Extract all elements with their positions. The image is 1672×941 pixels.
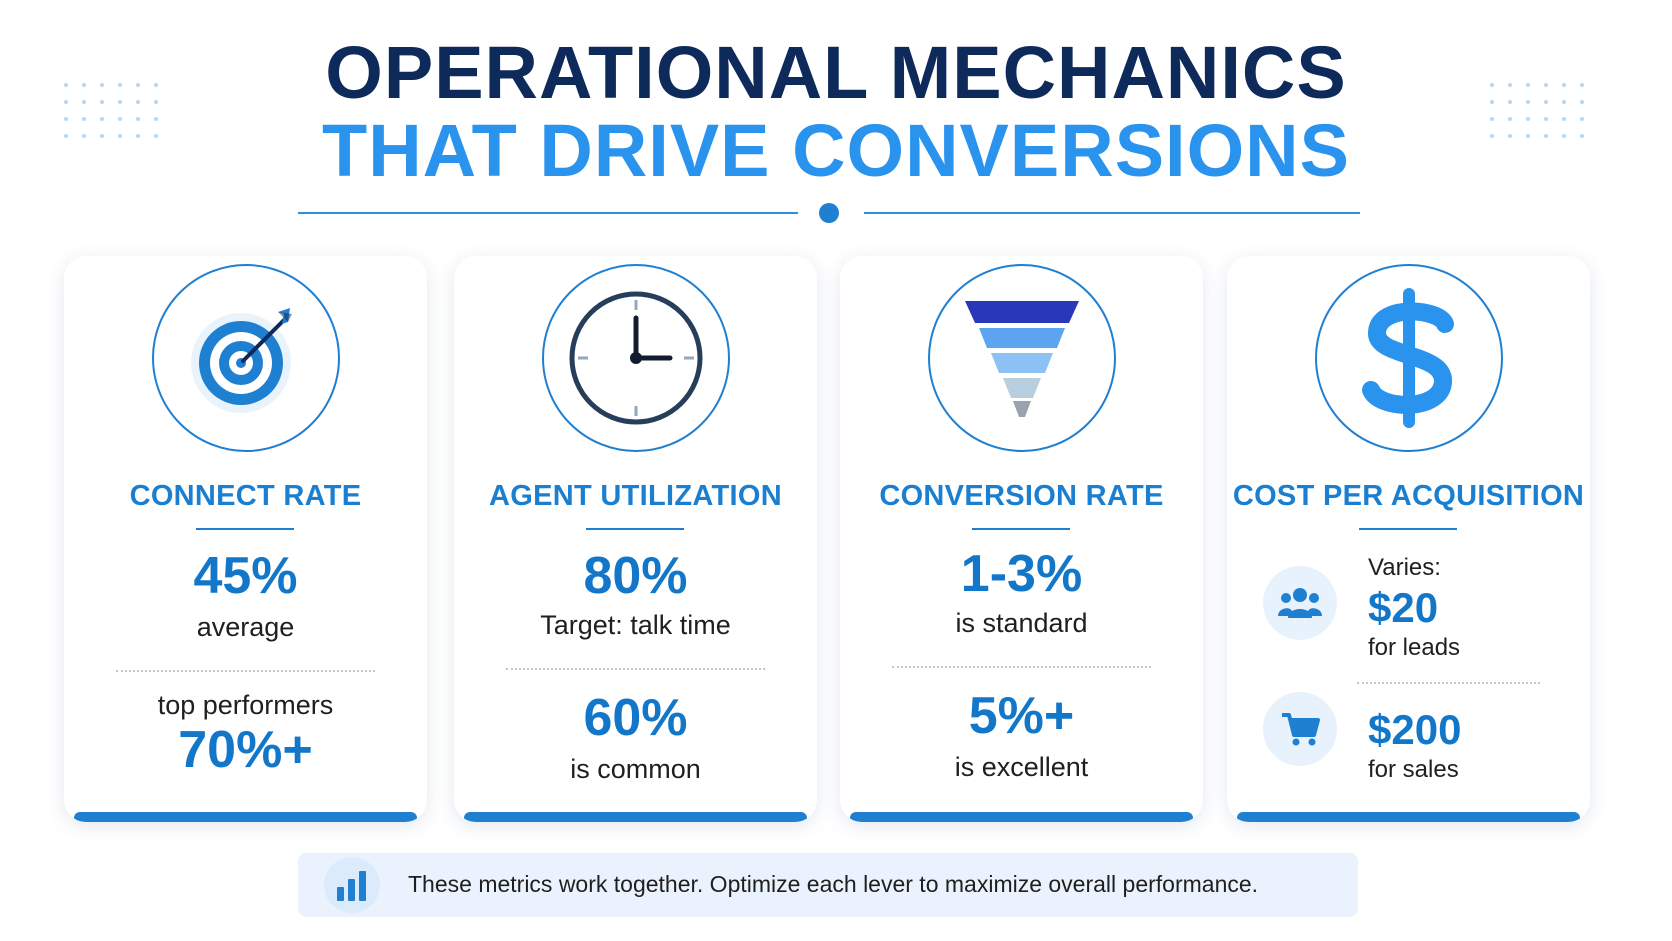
dotted-separator xyxy=(892,666,1151,668)
page-title-line1: OPERATIONAL MECHANICS xyxy=(325,31,1347,114)
card-accent-bar xyxy=(74,812,417,822)
title-underline xyxy=(586,528,684,530)
dotted-separator xyxy=(1357,682,1540,684)
dotted-separator xyxy=(506,668,765,670)
decorative-dots-right xyxy=(1490,83,1586,140)
bar-chart-icon-badge xyxy=(324,857,380,913)
bar-chart-icon xyxy=(337,871,366,901)
cpa-intro: Varies: xyxy=(1368,554,1441,581)
target-icon-circle xyxy=(152,264,340,452)
cpa-caption: for sales xyxy=(1368,756,1459,783)
users-icon xyxy=(1278,588,1322,618)
metric-value: 1-3% xyxy=(960,545,1083,603)
card-accent-bar xyxy=(464,812,807,822)
title-underline xyxy=(196,528,294,530)
metric-caption: is excellent xyxy=(954,752,1089,782)
card-title: CONVERSION RATE xyxy=(879,480,1164,512)
metric-caption: top performers xyxy=(157,690,334,720)
card-accent-bar xyxy=(850,812,1193,822)
funnel-icon xyxy=(965,301,1079,417)
card-agent-utilization: AGENT UTILIZATION 80% Target: talk time … xyxy=(454,256,817,822)
cpa-value: $200 xyxy=(1368,706,1462,753)
footer-text: These metrics work together. Optimize ea… xyxy=(408,871,1259,897)
card-accent-bar xyxy=(1237,812,1580,822)
title-underline xyxy=(972,528,1070,530)
card-connect-rate: CONNECT RATE 45% average top performers … xyxy=(64,256,427,822)
dotted-separator xyxy=(116,670,375,672)
metric-value: 80% xyxy=(583,547,688,605)
clock-icon xyxy=(569,291,703,425)
target-icon xyxy=(191,308,292,413)
dollar-icon xyxy=(1362,288,1454,428)
metric-value: 45% xyxy=(193,547,298,605)
decorative-dots-left xyxy=(64,83,160,140)
dollar-icon-circle xyxy=(1315,264,1503,452)
metric-caption: is common xyxy=(570,754,701,784)
card-title: COST PER ACQUISITION xyxy=(1232,480,1585,512)
card-conversion-rate: CONVERSION RATE 1-3% is standard 5%+ is … xyxy=(840,256,1203,822)
card-title: AGENT UTILIZATION xyxy=(489,480,782,512)
metric-caption: average xyxy=(196,612,295,642)
shopping-cart-icon-badge xyxy=(1263,692,1337,766)
metric-caption: is standard xyxy=(955,608,1088,638)
metric-value: 5%+ xyxy=(968,687,1075,745)
card-title: CONNECT RATE xyxy=(129,480,362,512)
shopping-cart-icon xyxy=(1282,713,1320,746)
title-divider-left xyxy=(298,212,798,214)
card-cost-per-acquisition: COST PER ACQUISITION Varies: $20 for lea… xyxy=(1227,256,1590,822)
clock-icon-circle xyxy=(542,264,730,452)
cpa-value: $20 xyxy=(1368,584,1439,631)
users-icon-badge xyxy=(1263,566,1337,640)
funnel-icon-circle xyxy=(928,264,1116,452)
title-divider-right xyxy=(864,212,1360,214)
metric-value: 70%+ xyxy=(178,721,313,779)
footer-note: These metrics work together. Optimize ea… xyxy=(298,853,1358,917)
title-divider-dot xyxy=(819,203,839,223)
metric-caption: Target: talk time xyxy=(540,610,731,640)
metric-value: 60% xyxy=(583,689,688,747)
page-title-line2: THAT DRIVE CONVERSIONS xyxy=(322,109,1350,192)
cpa-caption: for leads xyxy=(1368,634,1461,661)
title-underline xyxy=(1359,528,1457,530)
